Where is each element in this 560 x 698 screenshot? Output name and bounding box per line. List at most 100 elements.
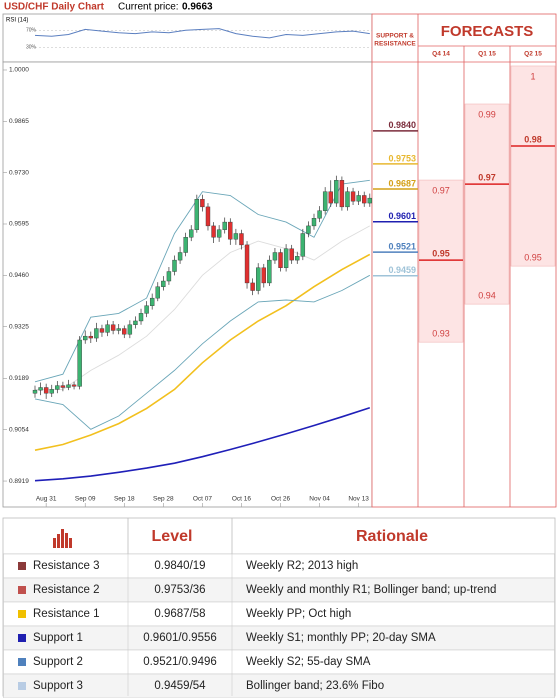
x-tick-label: Sep 09 xyxy=(75,496,96,503)
candle-body xyxy=(317,210,322,219)
row-swatch xyxy=(18,658,26,666)
forecast-label: 0.99 xyxy=(478,109,496,119)
table-row xyxy=(3,649,555,675)
row-swatch xyxy=(18,562,26,570)
forecast-label: 0.93 xyxy=(432,329,450,339)
row-swatch xyxy=(18,586,26,594)
candle-body xyxy=(88,335,94,339)
row-name: Support 3 xyxy=(33,680,83,692)
candle-body xyxy=(300,233,306,257)
candle-body xyxy=(172,259,177,272)
candle-body xyxy=(306,225,311,234)
table-header: Level xyxy=(152,528,193,545)
y-tick-label: 1.0000 xyxy=(9,67,29,74)
candle-body xyxy=(350,191,356,202)
period-label: Q1 15 xyxy=(478,51,496,58)
candle-body xyxy=(356,195,361,202)
rsi-line xyxy=(34,28,370,39)
y-tick-label: 0.9460 xyxy=(9,272,29,279)
candle-body xyxy=(311,218,317,227)
y-tick-label: 0.9325 xyxy=(9,323,29,330)
price-label: Current price: xyxy=(118,2,179,13)
forecast-title: FORECASTS xyxy=(441,23,534,40)
indicator-line xyxy=(34,406,371,482)
candle-body xyxy=(322,191,328,211)
x-tick-label: Oct 07 xyxy=(193,496,213,503)
candle-body xyxy=(166,271,172,282)
rsi-label: RSI (14) xyxy=(6,18,28,24)
row-level: 0.9601/0.9556 xyxy=(143,632,217,644)
table-row xyxy=(3,553,555,579)
indicator-line xyxy=(35,225,371,390)
forecast-label: 1 xyxy=(530,71,535,81)
candle-body xyxy=(345,191,350,208)
candle-body xyxy=(99,328,105,333)
indicator-line xyxy=(34,179,370,383)
candle-body xyxy=(211,225,216,238)
sr-label: 0.9601 xyxy=(388,211,416,221)
forecast-label: 0.95 xyxy=(432,248,450,258)
row-rationale: Weekly and monthly R1; Bollinger band; u… xyxy=(246,584,496,596)
x-tick-label: Aug 31 xyxy=(36,496,57,503)
forecast-label: 0.97 xyxy=(478,172,496,182)
candle-body xyxy=(261,267,266,284)
y-tick-label: 0.8919 xyxy=(9,478,29,485)
forecast-label: 0.94 xyxy=(478,291,496,301)
candle-body xyxy=(110,324,116,331)
candle-body xyxy=(60,385,66,388)
candle-body xyxy=(127,324,133,335)
y-tick-label: 0.9730 xyxy=(9,169,29,176)
candle-body xyxy=(144,305,149,314)
candle-body xyxy=(239,233,244,246)
candle-body xyxy=(216,229,222,238)
candle-body xyxy=(183,237,188,253)
sr-title: RESISTANCE xyxy=(374,41,416,48)
x-tick-label: Oct 16 xyxy=(232,496,252,503)
row-name: Resistance 1 xyxy=(33,608,99,620)
candle-body xyxy=(149,297,155,306)
indicator-line xyxy=(34,274,371,430)
sr-label: 0.9687 xyxy=(388,178,416,188)
sr-title: SUPPORT & xyxy=(376,33,414,40)
row-level: 0.9459/54 xyxy=(154,680,206,692)
row-rationale: Weekly R2; 2013 high xyxy=(246,560,358,572)
candle-body xyxy=(122,328,127,335)
candle-body xyxy=(94,328,99,339)
sr-label: 0.9840 xyxy=(388,120,416,130)
candle-body xyxy=(38,387,43,391)
rsi-tick-label: 30% xyxy=(26,45,37,51)
candle-body xyxy=(339,180,345,208)
period-label: Q4 14 xyxy=(432,51,450,58)
x-tick-label: Sep 18 xyxy=(114,496,135,503)
candle-body xyxy=(256,267,261,291)
sr-label: 0.9753 xyxy=(388,153,416,163)
forecast-label: 0.95 xyxy=(524,252,542,262)
candle-body xyxy=(43,387,49,394)
candle-body xyxy=(278,252,283,268)
candle-body xyxy=(155,286,160,299)
candle-body xyxy=(334,180,339,204)
y-tick-label: 0.9865 xyxy=(9,118,29,125)
candle-body xyxy=(233,233,239,240)
forecast-label: 0.98 xyxy=(524,134,542,144)
row-swatch xyxy=(18,682,26,690)
candle-body xyxy=(105,324,110,333)
row-swatch xyxy=(18,610,26,618)
row-rationale: Weekly S2; 55-day SMA xyxy=(246,656,371,668)
candle-body xyxy=(55,385,60,390)
row-level: 0.9753/36 xyxy=(154,584,205,596)
candle-body xyxy=(328,191,333,204)
table-row xyxy=(3,673,555,698)
row-rationale: Weekly S1; monthly PP; 20-day SMA xyxy=(246,632,436,644)
row-rationale: Weekly PP; Oct high xyxy=(246,608,351,620)
candle-body xyxy=(228,221,233,240)
row-swatch xyxy=(18,634,26,642)
candle-body xyxy=(189,229,194,238)
candle-body xyxy=(200,199,205,208)
forecast-range xyxy=(464,103,510,305)
row-level: 0.9687/58 xyxy=(154,608,205,620)
candle-body xyxy=(222,221,227,230)
indicator-line xyxy=(34,253,371,451)
candle-body xyxy=(272,252,278,261)
